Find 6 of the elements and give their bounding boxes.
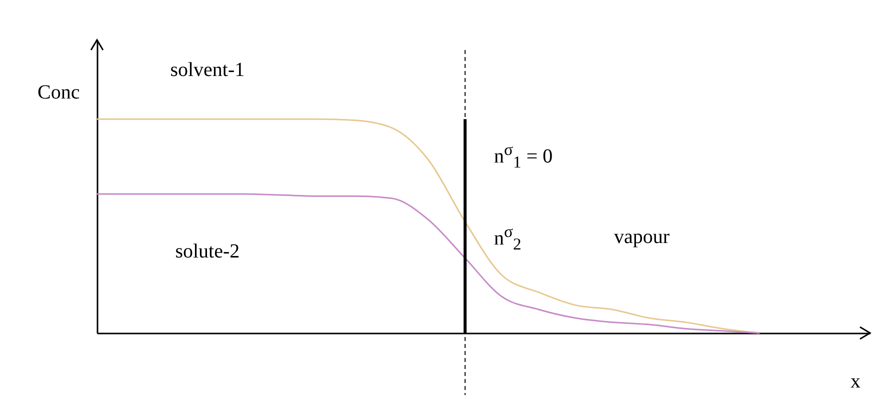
x-axis-title: x <box>850 370 860 392</box>
annotation: vapour <box>614 226 670 249</box>
series-label: solvent-1 <box>170 58 245 81</box>
annotation: n$^{σ}$$_{1}$ = 0 <box>494 140 553 173</box>
text: solute-2 <box>175 240 240 263</box>
y-axis-title: Conc <box>38 82 80 104</box>
